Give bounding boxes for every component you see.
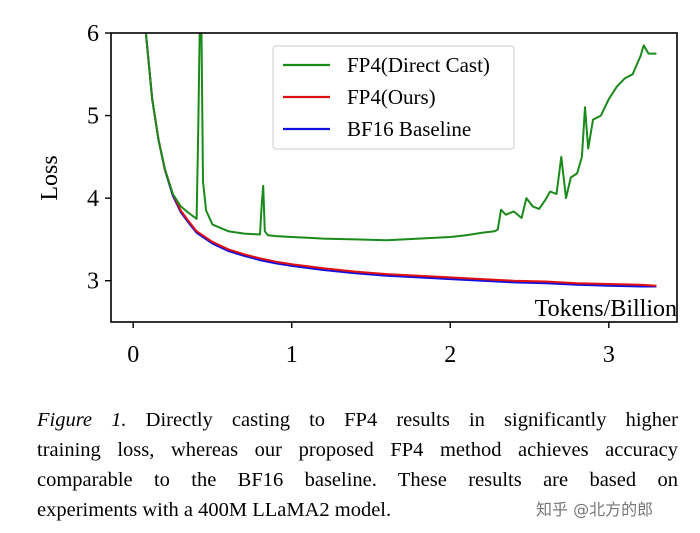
caption-text: Directly casting to FP4 results in signi… [126,409,678,431]
loss-chart: 0 1 2 3 3 4 5 6 Tokens/Billion Loss FP4(Direct … [37,21,678,368]
legend-box [272,45,515,150]
axis-ticks: 0 1 2 3 3 4 5 6 [87,21,615,368]
watermark: 知乎 @北方的郎 [536,500,654,519]
y-tick-label: 5 [87,104,99,130]
x-tick-label: 3 [603,342,615,368]
caption-line-3: comparable to the BF16 baseline. These r… [37,469,678,491]
legend-label-2: BF16 Baseline [347,117,471,141]
x-axis-label: Tokens/Billion [535,296,677,322]
caption-line-1: Figure 1. Directly casting to FP4 result… [37,405,678,435]
plot-lines [144,33,657,288]
legend-label-1: FP4(Ours) [347,85,436,109]
figure-label: Figure 1. [37,409,127,431]
y-tick-label: 3 [87,269,99,295]
series-line-0 [144,33,657,242]
x-tick-label: 0 [127,342,139,368]
y-tick-label: 6 [87,21,99,47]
figure-caption: Figure 1. Directly casting to FP4 result… [37,405,678,525]
x-tick-label: 1 [286,342,298,368]
caption-line-2: training loss, whereas our proposed FP4 … [37,439,678,461]
x-tick-label: 2 [444,342,456,368]
caption-line-4: experiments with a 400M LLaMA2 model. [37,499,392,521]
legend: FP4(Direct Cast) FP4(Ours) BF16 Baseline [272,45,515,150]
plot-frame [110,32,678,323]
legend-label-0: FP4(Direct Cast) [347,53,490,77]
y-axis-label: Loss [37,155,63,200]
y-tick-label: 4 [87,186,99,212]
